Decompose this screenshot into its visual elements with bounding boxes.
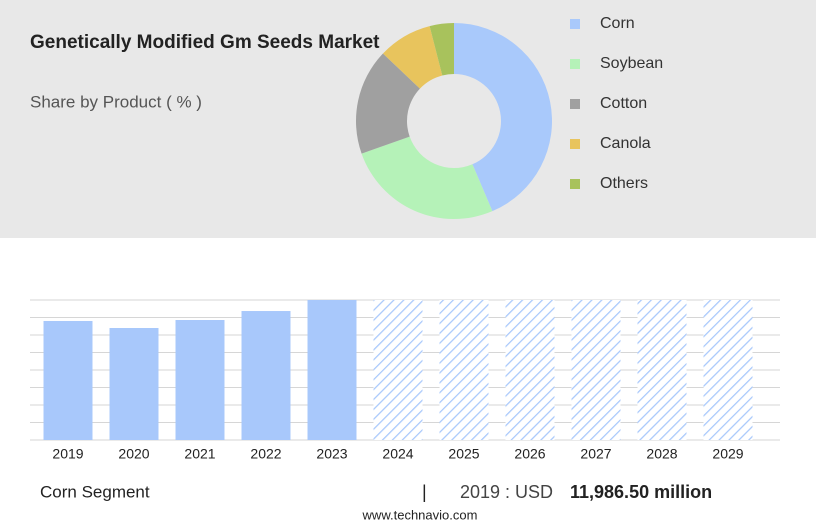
x-tick-label: 2021 [184, 446, 215, 462]
bar [307, 300, 357, 440]
donut-slice [429, 23, 454, 76]
donut-slice [454, 23, 552, 212]
donut-slice [361, 136, 493, 220]
amount: 11,986.50 million [570, 482, 712, 502]
x-tick-label: 2025 [448, 446, 479, 462]
legend-swatch [570, 99, 580, 109]
forecast-bar [505, 300, 555, 440]
donut-slice [355, 53, 420, 154]
x-tick-label: 2028 [646, 446, 677, 462]
year-label: 2019 : USD [460, 482, 553, 502]
donut-slice [382, 26, 443, 89]
legend-swatch [570, 19, 580, 29]
forecast-bar [439, 300, 489, 440]
x-tick-label: 2029 [712, 446, 743, 462]
x-tick-label: 2019 [52, 446, 83, 462]
x-tick-label: 2023 [316, 446, 347, 462]
legend-label: Canola [600, 135, 651, 152]
chart-subtitle: Share by Product ( % ) [30, 92, 202, 111]
bar [109, 328, 159, 440]
legend-swatch [570, 179, 580, 189]
x-tick-label: 2027 [580, 446, 611, 462]
legend-label: Cotton [600, 95, 647, 112]
legend-label: Soybean [600, 55, 663, 72]
separator: | [422, 482, 427, 502]
chart-title: Genetically Modified Gm Seeds Market [30, 32, 380, 53]
legend-swatch [570, 139, 580, 149]
legend-label: Others [600, 175, 648, 192]
forecast-bar [703, 300, 753, 440]
x-tick-label: 2024 [382, 446, 413, 462]
forecast-bar [373, 300, 423, 440]
source: www.technavio.com [362, 507, 478, 522]
forecast-bar [571, 300, 621, 440]
x-tick-label: 2026 [514, 446, 545, 462]
bar [43, 320, 93, 440]
x-tick-label: 2022 [250, 446, 281, 462]
x-tick-label: 2020 [118, 446, 149, 462]
legend-swatch [570, 59, 580, 69]
bar [241, 311, 291, 440]
forecast-bar [637, 300, 687, 440]
legend-label: Corn [600, 15, 635, 32]
segment-label: Corn Segment [40, 482, 150, 501]
bar [175, 320, 225, 440]
